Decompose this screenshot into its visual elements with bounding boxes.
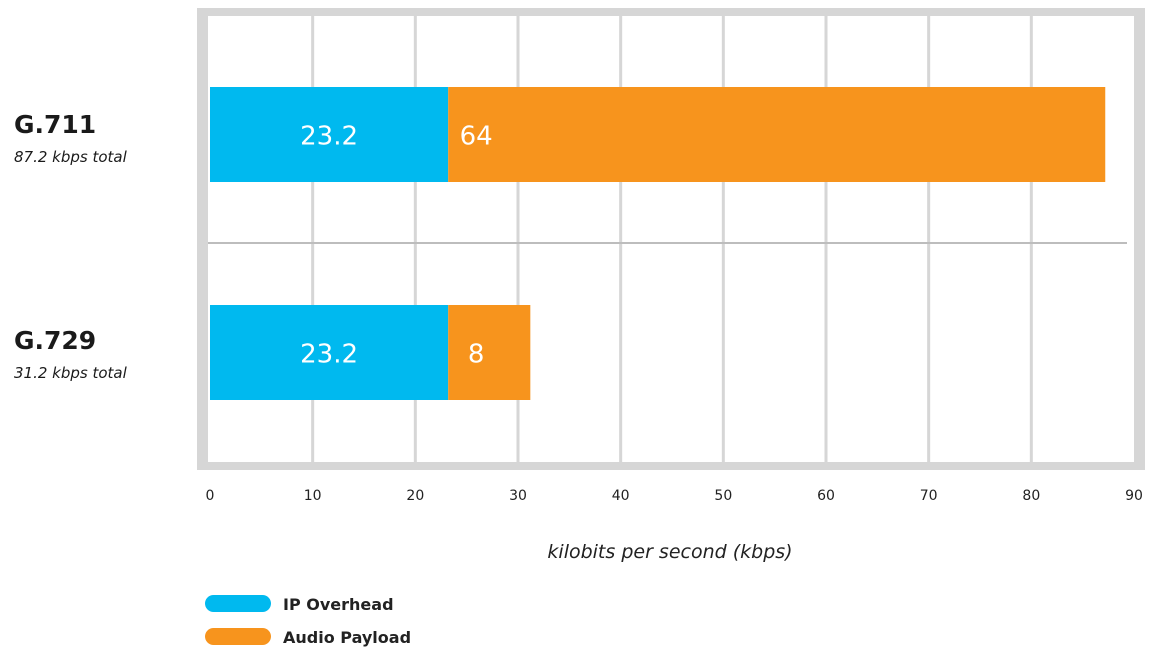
x-tick-label: 70 xyxy=(920,488,938,504)
legend-label-ip-overhead: IP Overhead xyxy=(283,595,394,614)
x-tick-label: 0 xyxy=(206,488,215,504)
x-tick-label: 10 xyxy=(304,488,322,504)
category-subtitle-g729: 31.2 kbps total xyxy=(14,364,128,382)
x-axis-label: kilobits per second (kbps) xyxy=(547,541,792,563)
bars: 23.2 64 23.2 8 xyxy=(210,87,1106,400)
x-tick-label: 80 xyxy=(1022,488,1040,504)
x-tick-label: 30 xyxy=(509,488,527,504)
category-subtitle-g711: 87.2 kbps total xyxy=(14,148,128,166)
x-tick-label: 60 xyxy=(817,488,835,504)
x-axis-ticks: 0 10 20 30 40 50 60 70 80 90 xyxy=(206,488,1143,504)
legend-swatch-ip-overhead xyxy=(205,595,271,612)
bar-segment xyxy=(448,305,531,400)
bar-segment xyxy=(210,305,449,400)
data-label: 8 xyxy=(468,340,485,370)
x-tick-label: 90 xyxy=(1125,488,1143,504)
x-tick-label: 50 xyxy=(714,488,732,504)
bar-segment xyxy=(210,87,449,182)
x-tick-label: 20 xyxy=(406,488,424,504)
category-label-g729: G.729 xyxy=(14,326,96,355)
x-tick-label: 40 xyxy=(612,488,630,504)
legend-swatch-audio-payload xyxy=(205,628,271,645)
legend-label-audio-payload: Audio Payload xyxy=(283,628,411,647)
category-label-g711: G.711 xyxy=(14,110,96,139)
data-label: 64 xyxy=(460,122,493,152)
data-label: 23.2 xyxy=(300,340,358,370)
data-label: 23.2 xyxy=(300,122,358,152)
bar-segment xyxy=(448,87,1106,182)
